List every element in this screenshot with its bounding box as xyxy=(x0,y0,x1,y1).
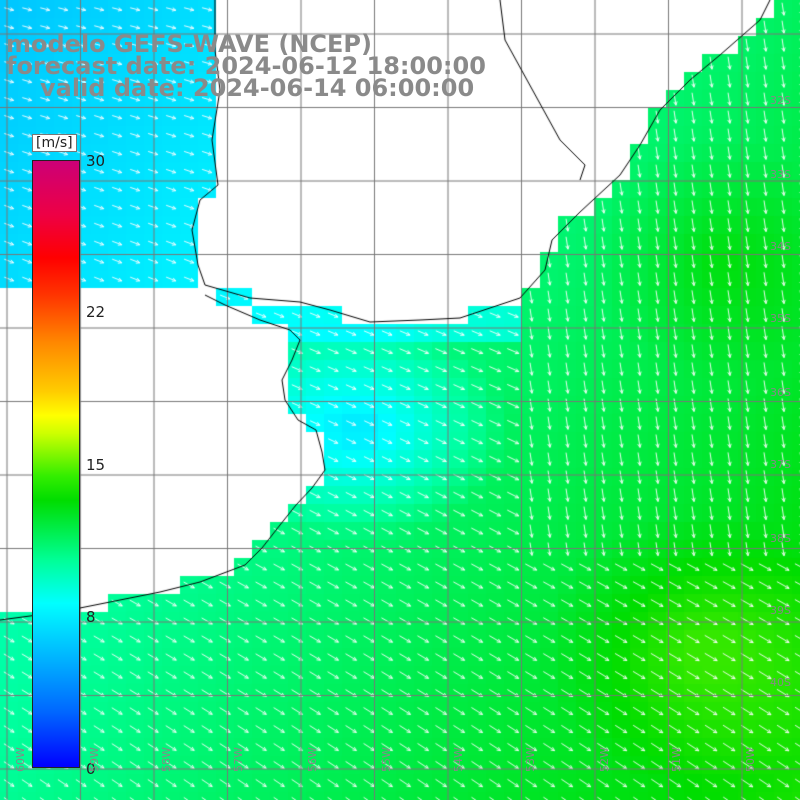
colorbar-tick-8: 8 xyxy=(86,608,96,626)
lon-label: 54W xyxy=(452,747,465,772)
lon-label: 50W xyxy=(744,747,757,772)
lon-label: 53W xyxy=(524,747,537,772)
lat-label: 36S xyxy=(770,386,791,399)
lon-label: 56W xyxy=(306,747,319,772)
lat-label: 40S xyxy=(770,676,791,689)
colorbar-unit: [m/s] xyxy=(32,134,77,152)
lat-label: 35S xyxy=(770,312,791,325)
lon-label: 55W xyxy=(380,747,393,772)
lon-label: 60W xyxy=(14,747,27,772)
lat-label: 33S xyxy=(770,168,791,181)
colorbar-tick-30: 30 xyxy=(86,152,106,170)
colorbar-tick-0: 0 xyxy=(86,760,96,778)
lon-label: 59W xyxy=(88,747,101,772)
lon-label: 57W xyxy=(232,747,245,772)
lat-label: 32S xyxy=(770,94,791,107)
title-forecast-date: forecast date: 2024-06-12 18:00:00 xyxy=(6,52,486,80)
lat-label: 34S xyxy=(770,240,791,253)
lon-label: 58W xyxy=(160,747,173,772)
lat-label: 38S xyxy=(770,532,791,545)
lon-label: 51W xyxy=(670,747,683,772)
colorbar-tick-22: 22 xyxy=(86,303,106,321)
lon-label: 52W xyxy=(598,747,611,772)
colorbar-tick-15: 15 xyxy=(86,456,106,474)
title-valid-date: valid date: 2024-06-14 06:00:00 xyxy=(40,74,475,102)
title-model: modelo GEFS-WAVE (NCEP) xyxy=(6,30,372,58)
colorbar xyxy=(32,160,80,768)
lat-label: 37S xyxy=(770,458,791,471)
lat-label: 39S xyxy=(770,604,791,617)
